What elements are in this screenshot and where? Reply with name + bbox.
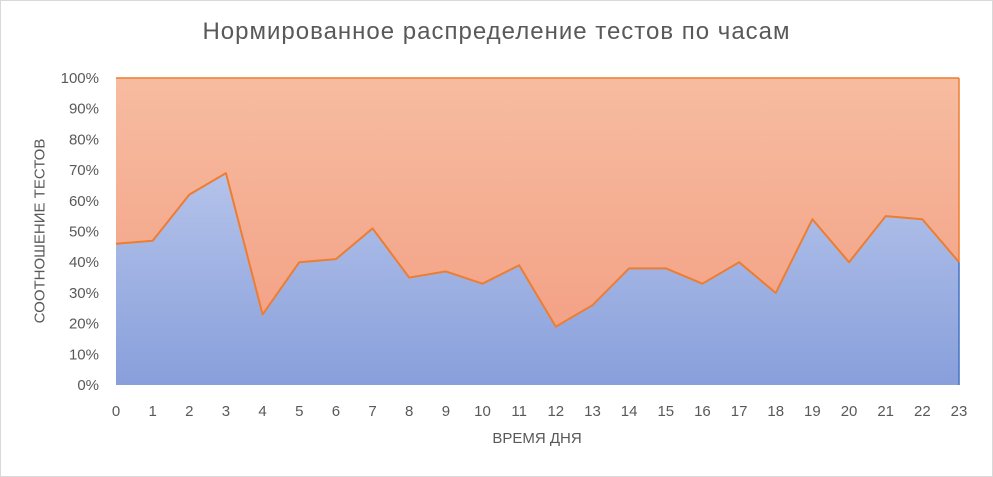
x-tick-label: 8 <box>405 403 413 420</box>
x-tick-label: 16 <box>694 403 711 420</box>
x-tick-label: 5 <box>295 403 303 420</box>
x-tick-label: 14 <box>621 403 638 420</box>
y-tick-label: 80% <box>69 131 99 148</box>
x-tick-label: 13 <box>584 403 601 420</box>
x-tick-label: 2 <box>185 403 193 420</box>
y-tick-label: 40% <box>69 254 99 271</box>
x-tick-label: 20 <box>841 403 858 420</box>
series-2-area <box>116 78 959 327</box>
y-tick-label: 70% <box>69 162 99 179</box>
x-tick-label: 19 <box>804 403 821 420</box>
y-tick-label: 60% <box>69 193 99 210</box>
x-tick-label: 22 <box>914 403 931 420</box>
x-tick-label: 10 <box>474 403 491 420</box>
x-axis-label: ВРЕМЯ ДНЯ <box>492 430 582 447</box>
x-tick-label: 11 <box>511 403 527 420</box>
x-tick-label: 23 <box>951 403 968 420</box>
y-tick-label: 30% <box>69 285 99 302</box>
series-1-line <box>115 172 960 328</box>
y-tick-label: 10% <box>69 346 99 363</box>
x-tick-label: 12 <box>547 403 564 420</box>
x-tick-label: 1 <box>148 403 156 420</box>
y-tick-label: 90% <box>69 101 99 118</box>
x-tick-label: 9 <box>442 403 450 420</box>
chart-title: Нормированное распределение тестов по ча… <box>202 18 791 45</box>
x-tick-label: 7 <box>368 403 376 420</box>
x-tick-label: 21 <box>877 403 894 420</box>
series-1-area <box>116 173 959 385</box>
x-tick-label: 18 <box>767 403 784 420</box>
x-tick-label: 17 <box>731 403 748 420</box>
x-tick-label: 3 <box>222 403 230 420</box>
x-tick-label: 4 <box>258 403 266 420</box>
x-tick-label: 6 <box>332 403 340 420</box>
x-tick-label: 15 <box>657 403 674 420</box>
y-tick-label: 100% <box>61 70 99 87</box>
y-tick-label: 20% <box>69 316 99 333</box>
x-tick-label: 0 <box>112 403 120 420</box>
y-tick-label: 0% <box>77 377 99 394</box>
y-tick-label: 50% <box>69 224 99 241</box>
